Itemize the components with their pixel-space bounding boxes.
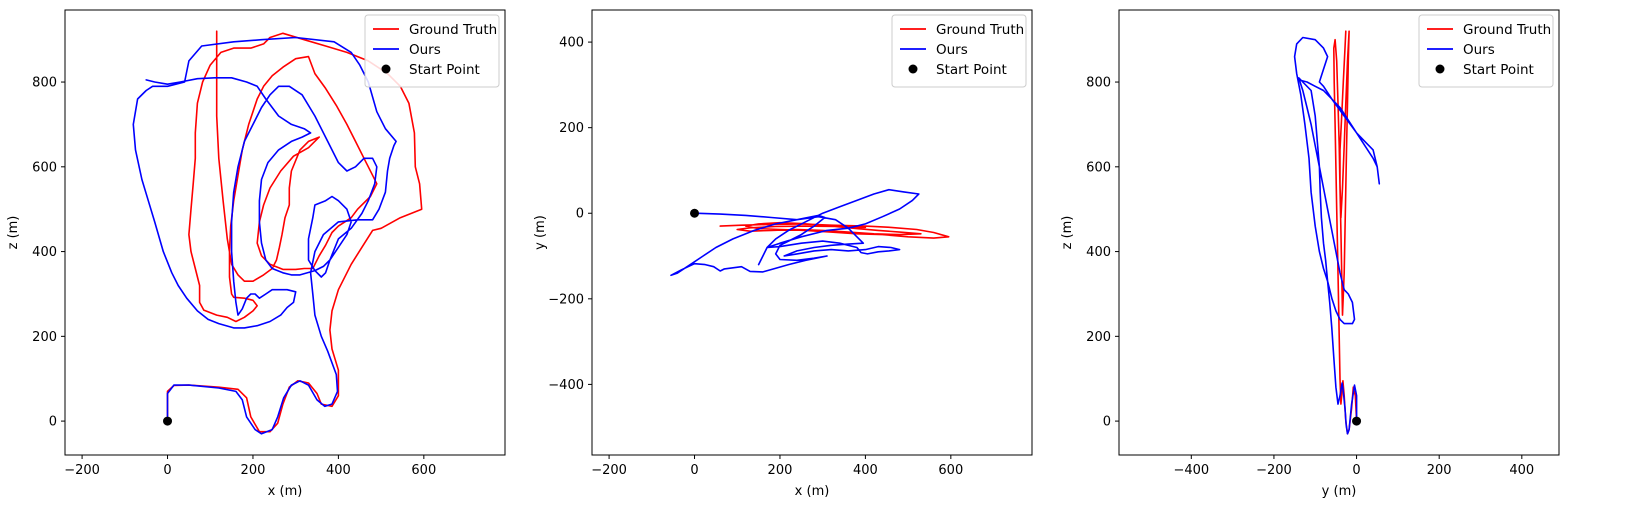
x-tick-label: −200 [591, 463, 627, 478]
plot-area [132, 30, 423, 435]
y-tick-label: 200 [32, 330, 57, 345]
y-tick-label: 400 [1086, 245, 1111, 260]
legend-swatch-start-point [1435, 64, 1445, 74]
subplot-xz: −200 0 200 400 600 0 200 400 600 800 x (m) z (m) Gro… [6, 9, 506, 499]
x-tick-label: 400 [326, 463, 351, 478]
y-tick-label: 800 [32, 76, 57, 91]
series-ground-truth-line [166, 30, 423, 433]
legend-swatch-start-point [381, 64, 391, 74]
legend: Ground Truth Ours Start Point [364, 14, 500, 88]
legend-label: Ours [409, 42, 441, 58]
x-axis-label: y (m) [1322, 484, 1357, 499]
legend-label: Start Point [409, 62, 480, 78]
x-tick-label: 200 [768, 463, 793, 478]
x-tick-label: 200 [241, 463, 266, 478]
legend-label: Ours [936, 42, 968, 58]
legend-box [891, 14, 1027, 88]
y-tick-label: 200 [1086, 330, 1111, 345]
legend-label: Ours [1463, 42, 1495, 58]
x-tick-label: −200 [1256, 463, 1292, 478]
start-point-marker [1352, 416, 1362, 426]
legend-label: Ground Truth [936, 22, 1024, 38]
y-tick-label: 200 [559, 121, 584, 136]
legend: Ground Truth Ours Start Point [891, 14, 1027, 88]
series-ours-line [670, 188, 920, 277]
start-point-marker [690, 208, 700, 218]
y-axis-label: z (m) [1060, 216, 1075, 250]
x-tick-label: 0 [163, 463, 171, 478]
legend-label: Ground Truth [409, 22, 497, 38]
y-tick-label: 0 [576, 207, 584, 222]
x-tick-label: 400 [1509, 463, 1534, 478]
y-tick-label: 0 [49, 415, 57, 430]
y-tick-label: 0 [1103, 415, 1111, 430]
legend-swatch-start-point [908, 64, 918, 74]
x-axis-label: x (m) [795, 484, 830, 499]
x-tick-label: −400 [1173, 463, 1209, 478]
start-point-marker [163, 416, 173, 426]
legend-label: Start Point [936, 62, 1007, 78]
y-tick-label: 600 [1086, 160, 1111, 175]
plot-area [1293, 30, 1381, 435]
x-tick-label: 0 [690, 463, 698, 478]
legend-box [1418, 14, 1554, 88]
x-axis-label: x (m) [268, 484, 303, 499]
legend-label: Ground Truth [1463, 22, 1551, 38]
x-tick-label: 400 [853, 463, 878, 478]
x-tick-label: 600 [411, 463, 436, 478]
y-tick-label: −400 [548, 378, 584, 393]
y-tick-label: 400 [32, 245, 57, 260]
y-axis-label: y (m) [533, 215, 548, 250]
legend-box [364, 14, 500, 88]
y-tick-label: 400 [559, 36, 584, 51]
x-tick-label: −200 [64, 463, 100, 478]
y-tick-label: −200 [548, 292, 584, 307]
legend: Ground Truth Ours Start Point [1418, 14, 1554, 88]
y-tick-label: 600 [32, 160, 57, 175]
x-tick-label: 200 [1427, 463, 1452, 478]
legend-label: Start Point [1463, 62, 1534, 78]
x-tick-label: 0 [1352, 463, 1360, 478]
y-axis-label: z (m) [6, 216, 21, 250]
x-tick-label: 600 [938, 463, 963, 478]
series-ours-line [132, 36, 397, 435]
subplot-yz: −400 −200 0 200 400 0 200 400 600 800 y (m) z (m) Gr… [1060, 9, 1560, 499]
subplot-xy: −200 0 200 400 600 −400 −200 0 200 400 x (m) y (m) G… [533, 9, 1033, 499]
y-tick-label: 800 [1086, 76, 1111, 91]
series-ours-line [1293, 36, 1381, 435]
plot-area [670, 188, 950, 277]
